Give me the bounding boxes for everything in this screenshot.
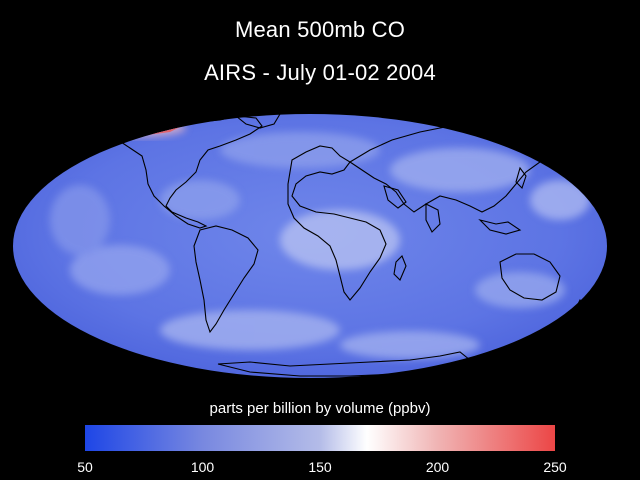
colorbar-label: parts per billion by volume (ppbv) <box>209 400 431 417</box>
colorbar-tick: 150 <box>308 459 332 475</box>
colorbar-tick: 250 <box>543 459 567 475</box>
colorbar-tick: 200 <box>425 459 450 475</box>
figure-subtitle: AIRS - July 01-02 2004 <box>204 60 436 85</box>
colorbar-tick: 50 <box>77 459 93 475</box>
figure-title: Mean 500mb CO <box>234 17 406 42</box>
coastlines <box>117 103 587 377</box>
colorbar <box>85 425 555 451</box>
colorbar-tick: 100 <box>190 459 215 475</box>
